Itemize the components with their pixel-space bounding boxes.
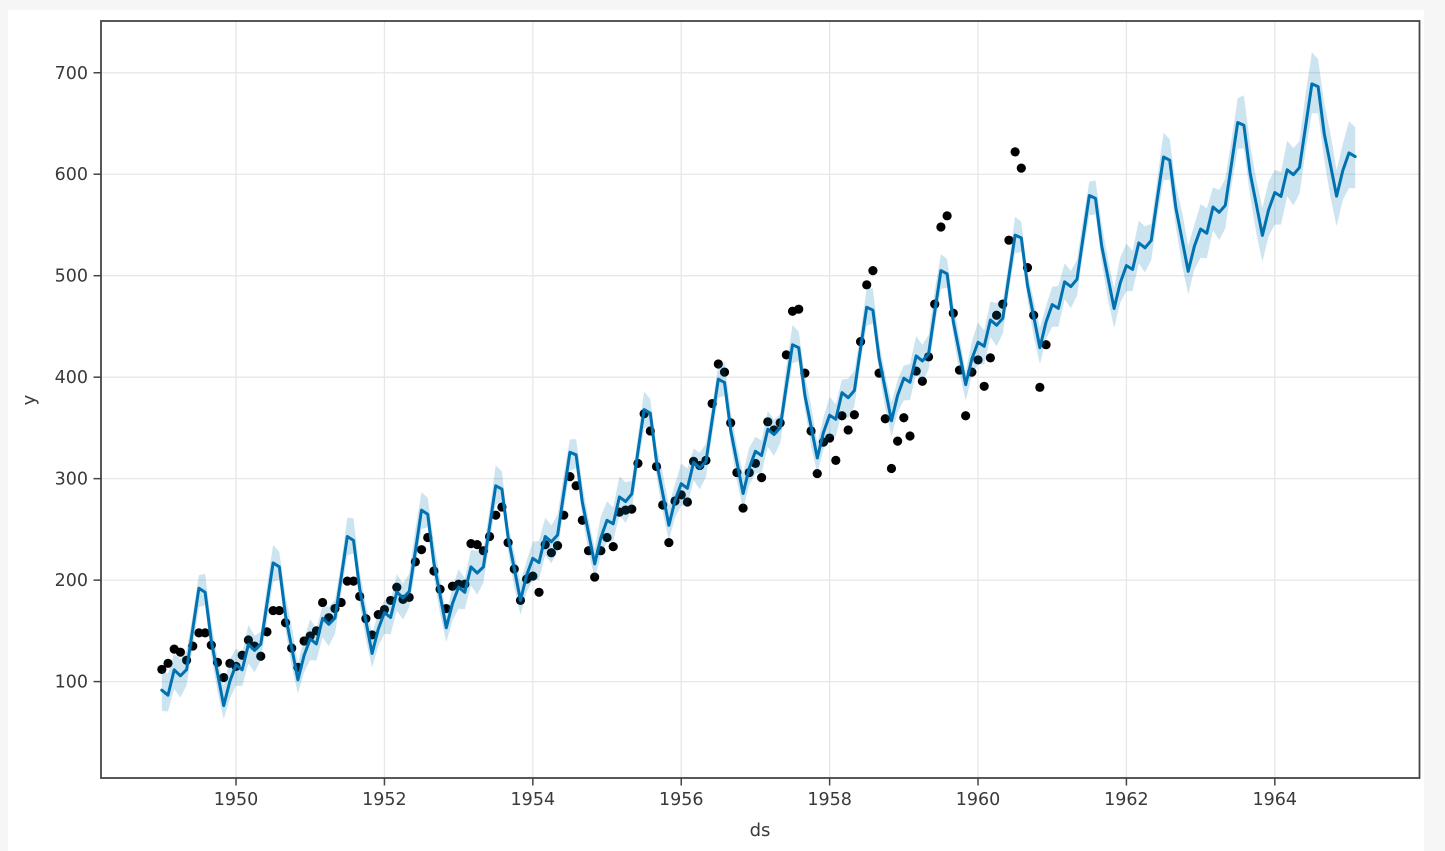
observed-point [719, 367, 730, 377]
observed-point [917, 376, 927, 386]
observed-point [256, 651, 266, 661]
observed-point [534, 587, 544, 597]
figure-canvas: 1950 1952 1954 1956 1958 1960 1962 1964 100 200 30… [8, 10, 1424, 851]
observed-point [825, 433, 835, 443]
axis-tick-labels: 1950 1952 1954 1956 1958 1960 1962 1964 100 200 30… [55, 64, 1297, 810]
observed-point [812, 468, 822, 479]
y-tick-label: 400 [55, 368, 88, 388]
observed-point [552, 541, 563, 551]
axes-spines [100, 20, 1421, 779]
y-tick-label: 600 [55, 165, 88, 185]
observed-point [416, 545, 427, 555]
observed-point [163, 658, 173, 668]
observed-point [602, 532, 612, 543]
observed-point [305, 631, 315, 641]
observed-point [991, 310, 1002, 320]
observed-point [1016, 163, 1026, 173]
y-tick-label: 700 [55, 64, 88, 84]
axis-ticks [93, 72, 1276, 786]
observed-point [299, 636, 309, 646]
y-tick-label: 300 [55, 470, 88, 490]
observed-point [1010, 147, 1020, 157]
x-tick-label: 1956 [659, 790, 704, 810]
y-axis-label: y [19, 394, 40, 405]
observed-point [868, 266, 878, 276]
observed-point [794, 304, 804, 314]
plot-area [101, 21, 1420, 778]
x-tick-label: 1952 [362, 790, 407, 810]
observed-point [219, 672, 229, 683]
observed-point [318, 597, 328, 608]
observed-point [985, 353, 995, 363]
observed-point [831, 455, 841, 465]
observed-point [886, 463, 897, 474]
observed-point [936, 222, 946, 232]
x-tick-label: 1960 [956, 790, 1001, 810]
observed-point [491, 510, 501, 520]
observed-point [392, 582, 402, 592]
observed-point [843, 425, 853, 435]
observed-point [379, 604, 390, 615]
y-tick-label: 500 [55, 267, 88, 287]
observed-point [664, 537, 674, 548]
observed-point [274, 605, 284, 616]
observed-point [961, 411, 971, 421]
observed-point [546, 548, 556, 558]
observed-point [175, 647, 185, 657]
x-tick-label: 1950 [214, 790, 259, 810]
x-axis-label: ds [750, 820, 771, 841]
observed-point [899, 413, 909, 423]
x-tick-label: 1962 [1104, 790, 1149, 810]
observed-point [905, 431, 915, 441]
observed-point [942, 211, 952, 221]
observed-point [979, 381, 989, 391]
observed-point [757, 473, 767, 483]
observed-point [528, 571, 538, 581]
observed-point [763, 417, 773, 427]
x-tick-label: 1964 [1253, 790, 1298, 810]
observed-point [590, 572, 600, 582]
observed-point [1035, 382, 1045, 392]
observed-point [781, 350, 791, 360]
observed-point [973, 355, 983, 365]
observed-point [157, 664, 167, 675]
observed-point [472, 540, 482, 550]
observed-point [713, 359, 723, 369]
observed-point [1041, 340, 1051, 350]
observed-point [627, 504, 637, 514]
x-tick-label: 1954 [511, 790, 556, 810]
observed-point [862, 280, 872, 290]
y-tick-label: 100 [55, 673, 88, 693]
observed-point [200, 628, 210, 638]
uncertainty-band [161, 52, 1356, 720]
observed-point [608, 542, 618, 552]
observed-point [262, 627, 272, 637]
y-tick-label: 200 [55, 571, 88, 591]
x-tick-label: 1958 [807, 790, 852, 810]
observed-point [1004, 235, 1014, 245]
observed-point [682, 497, 693, 507]
observed-point [893, 436, 903, 446]
forecast-line [160, 82, 1357, 708]
observed-point [880, 414, 890, 424]
observed-point [243, 635, 254, 645]
observed-point [837, 411, 847, 421]
observed-point [738, 503, 748, 513]
observed-point [348, 576, 359, 586]
observed-point [373, 610, 383, 620]
observed-point [849, 410, 859, 420]
